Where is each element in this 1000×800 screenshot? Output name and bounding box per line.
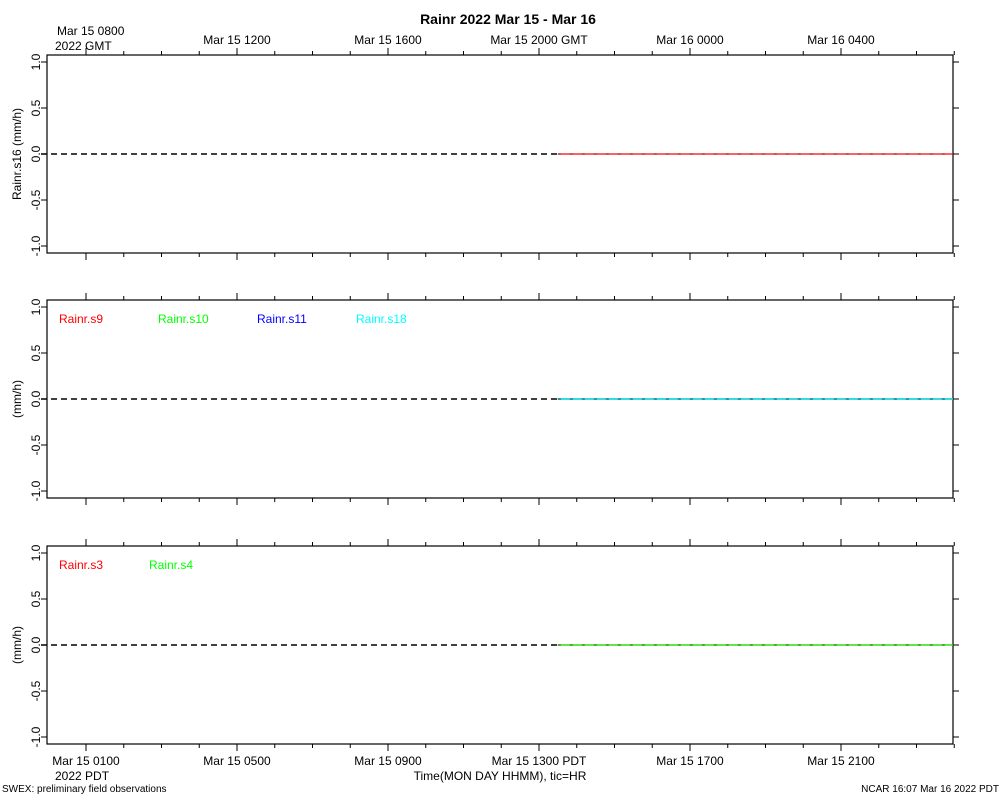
bottom-axis-first-label-line1: Mar 15 0100 [52, 754, 120, 768]
panel-1: -1.0 -0.5 0.0 0.5 1.0 Rainr.s16 (mm/h) [10, 48, 959, 260]
footer-left-note: SWEX: preliminary field observations [2, 784, 167, 795]
y-tick-label: 0.0 [29, 636, 43, 653]
y-tick-label: -1.0 [29, 235, 43, 256]
bottom-axis-first-label-line2: 2022 PDT [55, 769, 110, 783]
top-axis-label: Mar 15 1600 [354, 33, 422, 47]
top-axis-first-label-line2: 2022 GMT [55, 39, 112, 53]
bottom-axis-label: Mar 15 1700 [656, 754, 724, 768]
top-axis-label: Mar 15 2000 GMT [490, 33, 588, 47]
y-axis-label: (mm/h) [10, 626, 24, 664]
y-tick-label: -1.0 [29, 726, 43, 747]
y-tick-label: -0.5 [29, 189, 43, 210]
bottom-axis-labels: Mar 15 0500 Mar 15 0900 Mar 15 1300 PDT Mar… [203, 754, 875, 768]
bottom-axis-label: Mar 15 2100 [807, 754, 875, 768]
top-axis-label: Mar 16 0400 [807, 33, 875, 47]
footer-right-note: NCAR 16:07 Mar 16 2022 PDT [861, 784, 999, 795]
legend-rainr-s11: Rainr.s11 [257, 312, 307, 326]
top-axis-labels: Mar 15 1200 Mar 15 1600 Mar 15 2000 GMT Mar… [203, 33, 875, 47]
y-tick-label: 1.0 [29, 53, 43, 70]
bottom-axis-label: Mar 15 1300 PDT [492, 754, 587, 768]
y-tick-label: 0.5 [29, 590, 43, 607]
y-tick-label: 0.0 [29, 145, 43, 162]
legend-rainr-s18: Rainr.s18 [356, 312, 407, 326]
panel-3: -1.0 -0.5 0.0 0.5 1.0 (mm/h) Rainr.s3 Rainr.s4 [10, 539, 959, 751]
y-axis-label: (mm/h) [10, 380, 24, 418]
y-axis-label: Rainr.s16 (mm/h) [10, 108, 24, 200]
top-axis-label: Mar 15 1200 [203, 33, 271, 47]
legend-rainr-s10: Rainr.s10 [158, 312, 209, 326]
legend-rainr-s4: Rainr.s4 [149, 558, 193, 572]
x-axis-title: Time(MON DAY HHMM), tic=HR [414, 769, 587, 783]
y-tick-label: 0.5 [29, 344, 43, 361]
bottom-axis-label: Mar 15 0900 [354, 754, 422, 768]
bottom-axis-label: Mar 15 0500 [203, 754, 271, 768]
top-axis-label: Mar 16 0000 [656, 33, 724, 47]
panels-group: -1.0 -0.5 0.0 0.5 1.0 Rainr.s16 (mm/h) -1.0 -0.… [10, 48, 959, 751]
panel-2: -1.0 -0.5 0.0 0.5 1.0 (mm/h) Rainr.s9 Rainr.s10… [10, 293, 959, 505]
chart-title: Rainr 2022 Mar 15 - Mar 16 [420, 11, 596, 27]
legend-rainr-s3: Rainr.s3 [59, 558, 103, 572]
y-tick-label: 0.0 [29, 390, 43, 407]
y-tick-label: -0.5 [29, 434, 43, 455]
y-tick-label: 0.5 [29, 99, 43, 116]
y-tick-label: 1.0 [29, 298, 43, 315]
y-tick-label: -0.5 [29, 680, 43, 701]
y-tick-label: -1.0 [29, 480, 43, 501]
top-axis-first-label-line1: Mar 15 0800 [57, 24, 125, 38]
y-tick-label: 1.0 [29, 544, 43, 561]
legend-rainr-s9: Rainr.s9 [59, 312, 103, 326]
